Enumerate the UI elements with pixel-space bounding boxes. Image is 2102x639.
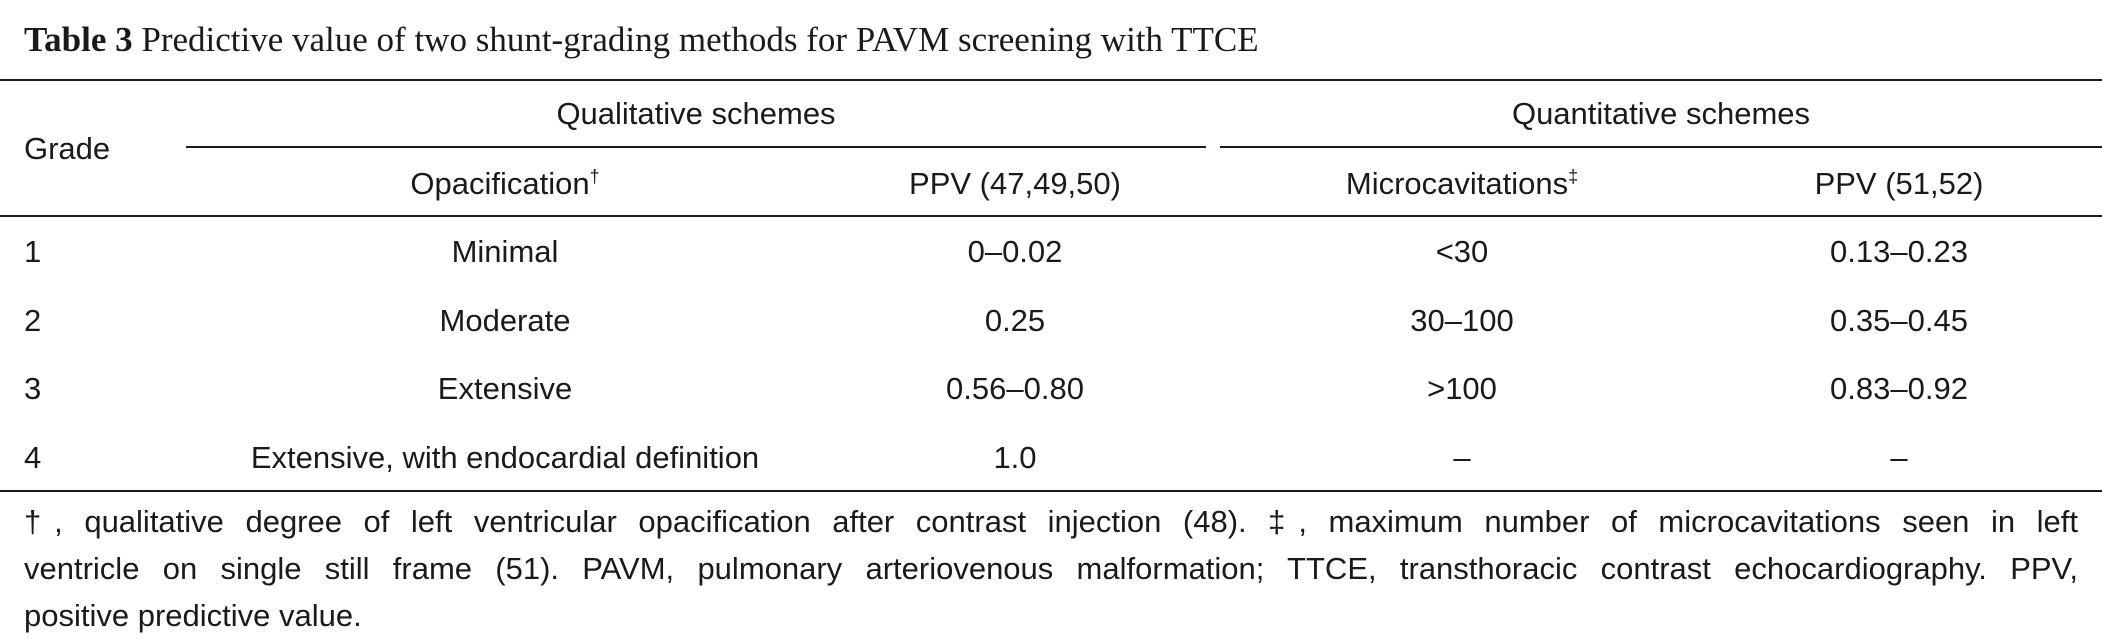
cell-ppv-quantitative: 0.13–0.23 [1830, 234, 1968, 269]
header-quantitative-schemes: Quantitative schemes [1511, 96, 1811, 131]
cell-ppv-quantitative: – [1890, 440, 1908, 475]
table-caption: Table 3 Predictive value of two shunt-gr… [24, 20, 1259, 60]
cell-grade: 2 [24, 303, 42, 338]
table-bottom-rule [0, 490, 2102, 492]
double-dagger-mark: ‡ [1568, 166, 1579, 187]
cell-ppv-qualitative: 0–0.02 [967, 234, 1063, 269]
header-qualitative-schemes: Qualitative schemes [556, 96, 836, 131]
cell-grade: 1 [24, 234, 42, 269]
footnote-line: positive predictive value. [24, 598, 362, 633]
qualitative-group-rule [186, 146, 1206, 148]
header-opacification-label: Opacification [410, 166, 590, 201]
cell-opacification: Extensive, with endocardial definition [250, 440, 760, 475]
cell-ppv-quantitative: 0.35–0.45 [1830, 303, 1968, 338]
header-ppv-qualitative: PPV (47,49,50) [909, 166, 1121, 201]
cell-opacification: Extensive [437, 371, 573, 406]
cell-ppv-quantitative: 0.83–0.92 [1830, 371, 1968, 406]
footnote-line: †, qualitative degree of left ventricula… [24, 504, 2078, 539]
header-bottom-rule [0, 215, 2102, 217]
footnote-line: ventricle on single still frame (51). PA… [24, 551, 2078, 586]
cell-microcavitations: 30–100 [1410, 303, 1514, 338]
header-microcavitations: Microcavitations‡ [1346, 166, 1578, 202]
header-opacification: Opacification† [410, 166, 599, 202]
cell-ppv-qualitative: 0.25 [984, 303, 1046, 338]
cell-ppv-qualitative: 0.56–0.80 [946, 371, 1084, 406]
table-footnote: †, qualitative degree of left ventricula… [24, 498, 2078, 639]
header-ppv-quantitative: PPV (51,52) [1814, 166, 1984, 201]
table-label: Table 3 [24, 20, 133, 59]
header-grade: Grade [24, 131, 111, 166]
cell-grade: 3 [24, 371, 42, 406]
cell-microcavitations: <30 [1435, 234, 1489, 269]
dagger-mark: † [589, 166, 600, 187]
top-rule [0, 79, 2102, 81]
quantitative-group-rule [1220, 146, 2102, 148]
cell-ppv-qualitative: 1.0 [993, 440, 1037, 475]
cell-microcavitations: >100 [1427, 371, 1497, 406]
cell-opacification: Moderate [439, 303, 571, 338]
header-microcavitations-label: Microcavitations [1345, 166, 1569, 201]
cell-opacification: Minimal [451, 234, 559, 269]
cell-microcavitations: – [1453, 440, 1471, 475]
table-title: Predictive value of two shunt-grading me… [141, 20, 1259, 59]
cell-grade: 4 [24, 440, 42, 475]
